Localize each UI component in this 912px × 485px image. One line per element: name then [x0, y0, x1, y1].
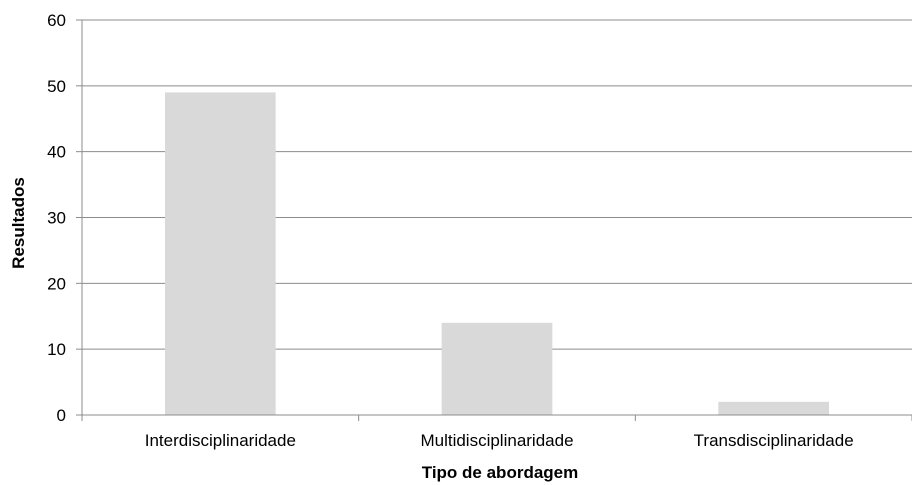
bar-multidisciplinaridade	[441, 322, 553, 415]
x-axis-title: Tipo de abordagem	[422, 463, 579, 482]
bar-interdisciplinaridade	[165, 92, 276, 416]
y-tick-label: 0	[57, 406, 66, 425]
y-tick-label: 30	[47, 209, 66, 228]
x-tick-label: Interdisciplinaridade	[145, 431, 296, 450]
y-tick-label: 10	[47, 340, 66, 359]
y-tick-label: 50	[47, 77, 66, 96]
bar-transdisciplinaridade	[718, 401, 829, 415]
axes	[76, 19, 912, 421]
x-tick-label: Multidisciplinaridade	[420, 431, 573, 450]
y-tick-label: 60	[47, 11, 66, 30]
bars	[165, 92, 829, 416]
y-tick-labels: 0 10 20 30 40 50 60	[47, 11, 66, 425]
x-tick-labels: Interdisciplinaridade Multidisciplinarida…	[145, 431, 854, 450]
x-tick-label: Transdisciplinaridade	[694, 431, 854, 450]
y-axis-title: Resultados	[9, 177, 28, 269]
y-tick-label: 20	[47, 274, 66, 293]
y-tick-label: 40	[47, 143, 66, 162]
